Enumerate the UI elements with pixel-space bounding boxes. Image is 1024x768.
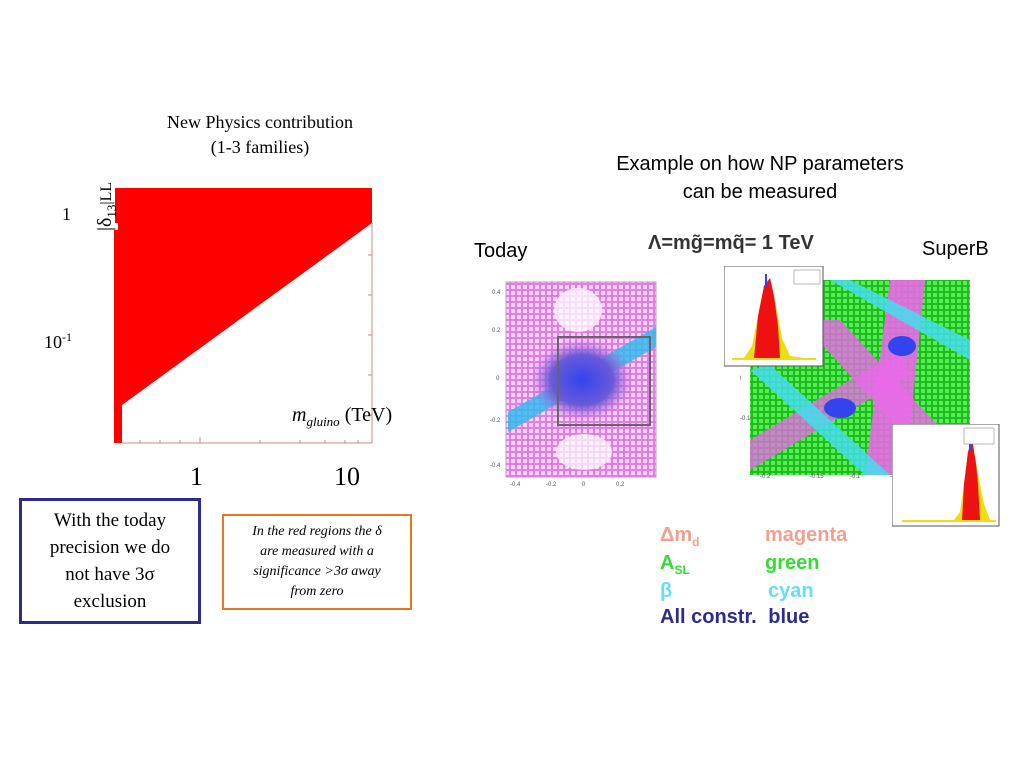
y-tick-1: 1: [62, 204, 71, 224]
today-axis-ticks: 0.4 0.2 0 -0.2 -0.4 -0.4 -0.2 0 0.2: [490, 290, 625, 488]
today-blue-blob: [530, 338, 634, 422]
right-title-line2: can be measured: [682, 181, 838, 203]
today-label: Today: [474, 240, 528, 262]
note-blue-line3: not have 3σ: [65, 564, 155, 585]
chart-title-line1: New Physics contribution: [167, 112, 353, 132]
note-box-blue: With the today precision we do not have …: [19, 498, 201, 624]
legend-value-magenta: magenta: [765, 524, 848, 546]
x-tick-1: 1: [190, 462, 203, 491]
legend-label-beta: β: [660, 580, 673, 602]
y-label-sub: 13: [104, 204, 119, 218]
note-orange-line3: significance >3σ away: [253, 564, 381, 579]
svg-text:0.2: 0.2: [616, 482, 625, 488]
legend-label-asl: ASL: [660, 552, 690, 577]
legend-value-blue: blue: [768, 606, 810, 628]
legend-row-blue: All constr. blue: [660, 606, 809, 629]
legend-row-cyan: β cyan: [660, 580, 814, 603]
legend-row-green: ASL green: [660, 552, 819, 577]
note-orange-line2: are measured with a: [260, 544, 374, 559]
svg-text:-0.4: -0.4: [490, 463, 501, 469]
y-axis-label: |δ13|LL: [92, 165, 122, 235]
svg-text:0: 0: [740, 376, 742, 382]
x-label-var: m: [292, 404, 307, 426]
y-label-main: |δ: [94, 217, 116, 231]
note-blue-line2: precision we do: [49, 537, 171, 558]
legend-label-dmd: Δmd: [660, 524, 700, 549]
right-title: Example on how NP parameters can be meas…: [590, 150, 930, 206]
x-label-sub: gluino: [306, 414, 340, 429]
svg-text:0.2: 0.2: [492, 328, 501, 334]
histogram-superb: [892, 424, 1000, 527]
today-white-blob-bottom: [556, 434, 612, 470]
note-blue-line1: With the today: [53, 510, 167, 531]
legend-label-all: All constr.: [660, 606, 757, 628]
histogram-superb-stats: [963, 427, 995, 445]
note-orange-line4: from zero: [290, 584, 344, 599]
right-ticks: [368, 254, 372, 416]
red-region: [114, 188, 372, 443]
today-white-blob-top: [554, 288, 602, 332]
histogram-today-red: [754, 278, 780, 358]
superb-blue-spot-1: [888, 336, 916, 356]
svg-text:-0.1: -0.1: [850, 474, 861, 480]
svg-text:-0.2: -0.2: [760, 474, 771, 480]
y-tick-01: 10-1: [44, 330, 72, 353]
superb-cyan-band-2: [750, 365, 890, 475]
y-label-tail: |LL: [98, 181, 115, 205]
bottom-ticks: [139, 437, 359, 443]
svg-text:-0.4: -0.4: [510, 482, 521, 488]
y-tick-01-exp: -1: [62, 330, 72, 344]
legend-value-cyan: cyan: [768, 580, 814, 602]
chart-title: New Physics contribution (1-3 families): [130, 110, 390, 160]
exclusion-plot: [114, 188, 373, 444]
today-plot: 0.4 0.2 0 -0.2 -0.4 -0.4 -0.2 0 0.2: [490, 281, 657, 488]
note-box-orange: In the red regions the δ are measured wi…: [222, 514, 412, 610]
svg-text:-0.15: -0.15: [810, 474, 824, 480]
legend-value-green: green: [765, 552, 820, 574]
x-axis-label: mgluino (TeV): [292, 404, 392, 430]
svg-text:0: 0: [496, 376, 500, 382]
legend-row-magenta: Δmd magenta: [660, 524, 847, 549]
histogram-superb-red: [962, 438, 980, 520]
x-label-unit: (TeV): [339, 404, 393, 426]
x-tick-10: 10: [334, 462, 360, 491]
svg-text:-0.2: -0.2: [490, 418, 501, 424]
lambda-label: Λ=mg̃=mq̃= 1 TeV: [648, 232, 814, 254]
y-tick-01-base: 10: [44, 332, 62, 352]
svg-text:-0.2: -0.2: [546, 482, 557, 488]
note-blue-line4: exclusion: [73, 591, 147, 612]
histogram-today: [724, 266, 824, 367]
chart-title-line2: (1-3 families): [210, 137, 310, 157]
today-selection-box: [557, 336, 651, 426]
svg-text:0: 0: [582, 482, 586, 488]
superb-blue-spot-2: [824, 398, 856, 418]
svg-text:0.4: 0.4: [492, 290, 501, 296]
right-title-line1: Example on how NP parameters: [616, 153, 904, 175]
svg-text:-0.1: -0.1: [740, 416, 751, 422]
superb-label: SuperB: [922, 238, 989, 260]
histogram-today-stats: [793, 269, 821, 285]
superb-cyan-band-1: [830, 280, 970, 360]
note-orange-line1: In the red regions the δ: [252, 524, 382, 539]
